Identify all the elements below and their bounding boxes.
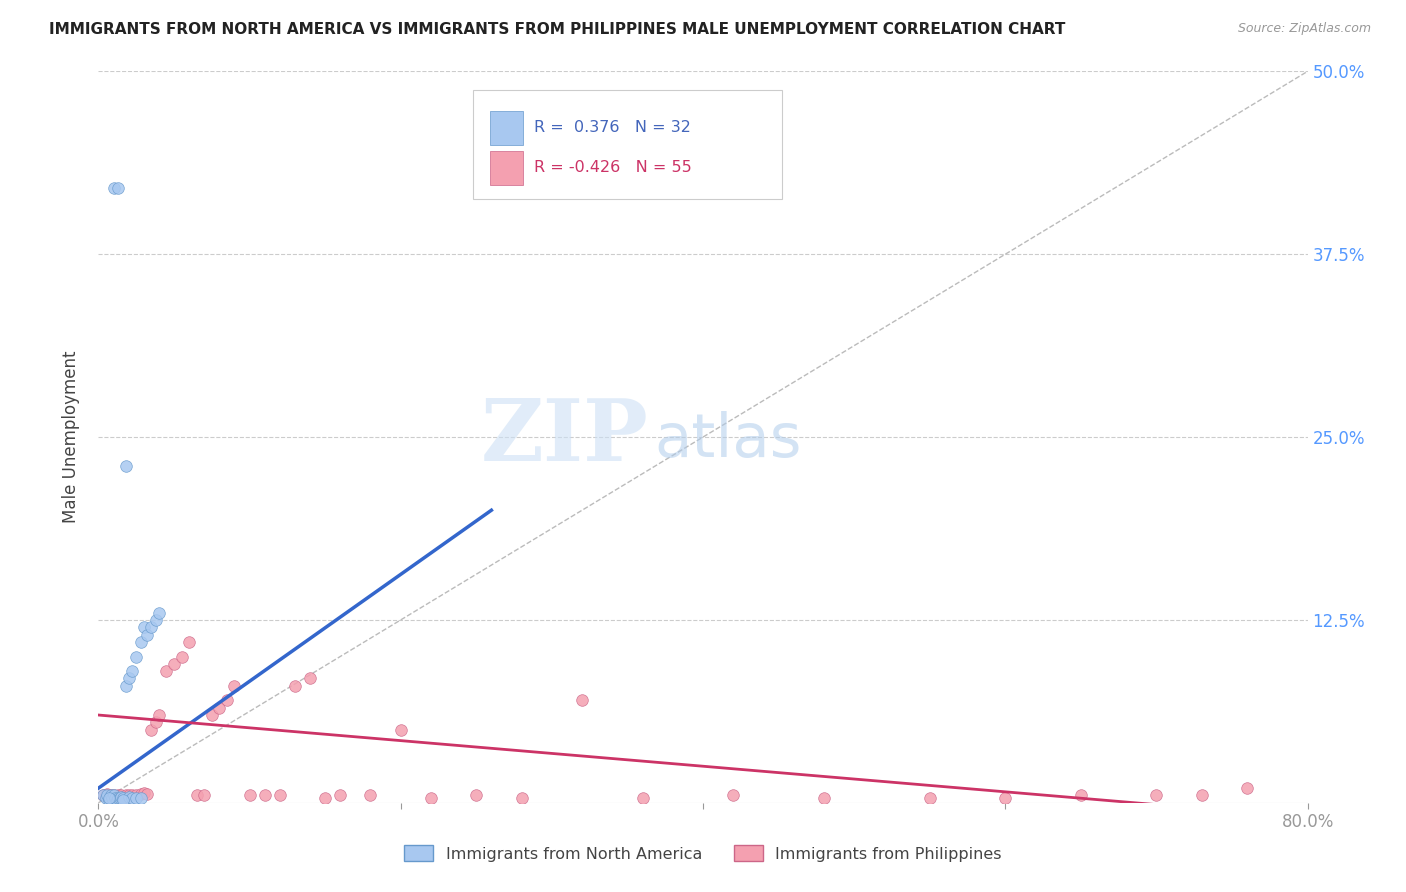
Point [105,793,128,807]
Point [114,459,136,474]
FancyBboxPatch shape [491,151,523,186]
Point [98,789,121,804]
Point [91,789,114,803]
Text: IMMIGRANTS FROM NORTH AMERICA VS IMMIGRANTS FROM PHILIPPINES MALE UNEMPLOYMENT C: IMMIGRANTS FROM NORTH AMERICA VS IMMIGRA… [49,22,1066,37]
Point [121,791,143,805]
Point [269,789,291,803]
Text: ZIP: ZIP [481,395,648,479]
Point [360,789,382,803]
Point [125,649,148,664]
Point [145,715,167,730]
Point [121,789,143,803]
Point [110,789,132,804]
Point [125,789,148,803]
Point [1191,789,1213,803]
Point [465,789,488,803]
Point [145,613,167,627]
Text: Source: ZipAtlas.com: Source: ZipAtlas.com [1237,22,1371,36]
Point [170,649,193,664]
Point [253,789,276,803]
Point [1144,789,1167,803]
Point [108,791,131,805]
Point [98,791,121,805]
Point [108,791,131,805]
Point [813,791,835,805]
Point [118,789,141,804]
Point [1070,789,1092,803]
Legend: Immigrants from North America, Immigrants from Philippines: Immigrants from North America, Immigrant… [398,838,1008,868]
Point [163,657,186,671]
Point [215,693,238,707]
Point [94,789,117,803]
Point [103,789,125,803]
Point [129,787,152,801]
Point [329,789,352,803]
Point [314,791,336,805]
Point [141,620,163,634]
Point [239,789,262,803]
Point [155,664,177,678]
Point [132,620,155,634]
Point [111,791,134,805]
Point [208,700,231,714]
Point [141,723,163,737]
Point [129,791,152,805]
Point [186,789,208,803]
Point [104,789,127,804]
Point [125,791,148,805]
Point [104,791,127,805]
Text: atlas: atlas [655,411,803,470]
Text: R = -0.426   N = 55: R = -0.426 N = 55 [534,161,692,176]
Point [284,679,307,693]
Point [129,635,152,649]
Point [111,793,134,807]
Point [994,791,1017,805]
Point [148,708,170,723]
Point [193,789,215,803]
Point [571,693,593,707]
Point [91,789,114,803]
Point [101,791,124,805]
Point [111,789,134,804]
Point [107,791,129,805]
Point [201,708,224,723]
Point [101,791,124,805]
Point [103,181,125,195]
Point [179,635,201,649]
Point [98,793,121,807]
Point [918,791,941,805]
Point [103,789,125,803]
Point [110,789,132,803]
Point [389,723,412,737]
Point [723,789,745,803]
Point [107,181,129,195]
Point [121,664,143,678]
Point [94,791,117,805]
Point [224,679,246,693]
Text: R =  0.376   N = 32: R = 0.376 N = 32 [534,120,690,136]
Point [100,789,122,803]
FancyBboxPatch shape [474,90,782,200]
Point [299,672,322,686]
Point [135,787,157,801]
Point [118,672,141,686]
Y-axis label: Male Unemployment: Male Unemployment [62,351,80,524]
Point [105,791,128,805]
Point [114,679,136,693]
Point [135,627,157,641]
Point [420,791,443,805]
Point [1236,781,1258,796]
Point [114,789,136,803]
Point [148,606,170,620]
Point [132,786,155,800]
Point [510,791,533,805]
FancyBboxPatch shape [491,111,523,145]
Point [96,787,118,801]
Point [100,789,122,803]
Point [118,789,141,803]
Point [631,791,654,805]
Point [96,789,118,803]
Point [107,789,129,803]
